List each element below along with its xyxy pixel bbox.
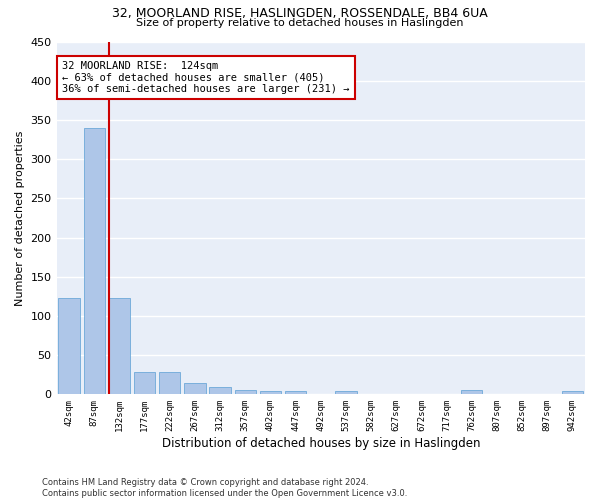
- Y-axis label: Number of detached properties: Number of detached properties: [15, 130, 25, 306]
- Bar: [209, 388, 231, 394]
- Bar: [260, 391, 281, 394]
- Bar: [461, 390, 482, 394]
- Text: 32, MOORLAND RISE, HASLINGDEN, ROSSENDALE, BB4 6UA: 32, MOORLAND RISE, HASLINGDEN, ROSSENDAL…: [112, 8, 488, 20]
- Bar: [134, 372, 155, 394]
- Bar: [109, 298, 130, 394]
- Bar: [184, 382, 206, 394]
- Bar: [562, 391, 583, 394]
- Text: 32 MOORLAND RISE:  124sqm
← 63% of detached houses are smaller (405)
36% of semi: 32 MOORLAND RISE: 124sqm ← 63% of detach…: [62, 61, 349, 94]
- X-axis label: Distribution of detached houses by size in Haslingden: Distribution of detached houses by size …: [161, 437, 480, 450]
- Bar: [235, 390, 256, 394]
- Bar: [335, 391, 356, 394]
- Bar: [285, 391, 307, 394]
- Bar: [83, 128, 105, 394]
- Bar: [58, 298, 80, 394]
- Text: Contains HM Land Registry data © Crown copyright and database right 2024.
Contai: Contains HM Land Registry data © Crown c…: [42, 478, 407, 498]
- Bar: [159, 372, 181, 394]
- Text: Size of property relative to detached houses in Haslingden: Size of property relative to detached ho…: [136, 18, 464, 28]
